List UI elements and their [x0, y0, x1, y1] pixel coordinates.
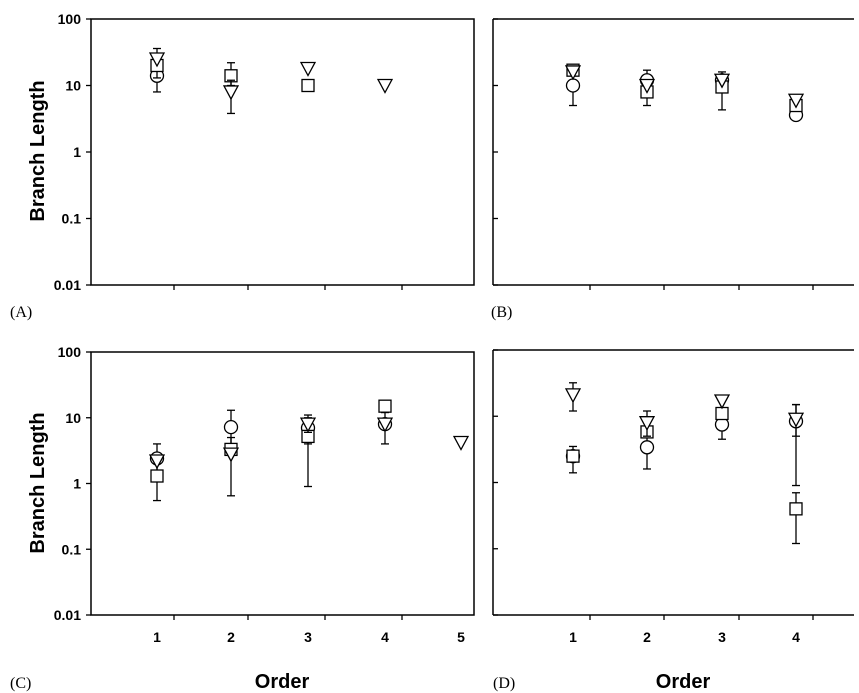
- panel-d-triangle-point: [638, 416, 656, 432]
- panel-a: Branch Length (A) 0.01 0.1 1 10 100: [10, 11, 475, 321]
- panel-c-x-tick-label: 3: [304, 629, 312, 645]
- panel-d-x-tick-label: 2: [643, 629, 651, 645]
- panel-d-triangle-point: [787, 412, 805, 428]
- panel-c-square-point: [150, 469, 164, 483]
- panel-c-label: (C): [10, 675, 31, 692]
- panel-b-label: (B): [491, 304, 512, 321]
- panel-d-x-tick-label: 1: [569, 629, 577, 645]
- panel-c-y-tick-label: 0.01: [54, 607, 81, 623]
- panel-d-square-point: [566, 449, 580, 463]
- panel-a-triangle-point: [299, 61, 317, 77]
- panel-c-y-axis-label: Branch Length: [27, 412, 49, 553]
- panel-a-plot: 0.01 0.1 1 10 100: [54, 11, 475, 293]
- panel-b-triangle-point: [564, 65, 582, 81]
- panel-a-y-tick-label: 0.1: [62, 211, 82, 227]
- panel-c-x-tick-label: 2: [227, 629, 235, 645]
- panel-a-y-axis-label: Branch Length: [27, 80, 49, 221]
- panel-c-x-tick-label: 5: [457, 629, 465, 645]
- panel-b-circle-point: [565, 78, 581, 93]
- panel-c-square-point: [378, 399, 392, 413]
- panel-b: (B): [491, 18, 854, 321]
- panel-c-plot: 0.01 0.1 1 10 100 1 2 3 4 5: [54, 344, 475, 645]
- panel-b-plot: [492, 18, 854, 290]
- panel-a-triangle-point: [148, 52, 166, 68]
- panel-d-x-tick-label: 4: [792, 629, 800, 645]
- panel-a-label: (A): [10, 304, 32, 321]
- panel-a-y-tick-label: 1: [73, 144, 81, 160]
- panel-a-square-point: [301, 78, 315, 93]
- panel-d-label: (D): [493, 675, 515, 692]
- panel-c-y-tick-label: 100: [58, 344, 82, 360]
- panel-d-triangle-point: [713, 394, 731, 410]
- panel-c-y-tick-label: 10: [65, 410, 81, 426]
- panel-c-triangle-point: [148, 454, 166, 470]
- panel-c: Branch Length (C) Order 0.01 0.1 1 10 100 1 2 3…: [10, 344, 475, 693]
- panel-c-y-tick-label: 1: [73, 476, 81, 492]
- panel-d-triangle-point: [564, 388, 582, 404]
- panel-c-triangle-point: [376, 417, 394, 433]
- panel-c-triangle-point: [222, 447, 240, 463]
- panel-d-x-tick-label: 3: [718, 629, 726, 645]
- panel-a-y-tick-label: 0.01: [54, 277, 81, 293]
- panel-c-x-axis-label: Order: [255, 671, 310, 693]
- panel-c-triangle-point: [452, 435, 470, 451]
- panel-d-x-axis-label: Order: [656, 671, 711, 693]
- panel-a-y-tick-label: 10: [65, 78, 81, 94]
- panel-c-x-tick-label: 1: [153, 629, 161, 645]
- panel-c-circle-point: [223, 419, 239, 435]
- panel-c-triangle-point: [299, 417, 317, 433]
- panel-c-x-tick-label: 4: [381, 629, 389, 645]
- panel-c-y-tick-label: 0.1: [62, 541, 82, 557]
- panel-d-circle-point: [639, 440, 655, 455]
- panel-b-triangle-point: [713, 73, 731, 89]
- panel-b-triangle-point: [787, 93, 805, 109]
- panel-a-triangle-point: [376, 78, 394, 94]
- panel-a-y-tick-label: 100: [58, 11, 82, 27]
- panel-b-triangle-point: [638, 78, 656, 94]
- panel-a-triangle-point: [222, 85, 240, 101]
- panel-d-square-point: [789, 502, 803, 516]
